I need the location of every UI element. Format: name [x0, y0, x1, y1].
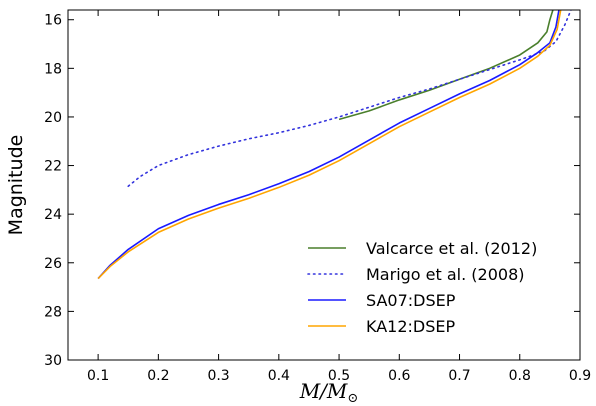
legend: Valcarce et al. (2012) Marigo et al. (200… [307, 239, 537, 336]
y-tick-label-7: 30 [44, 353, 62, 369]
y-tick-label-2: 20 [44, 110, 62, 126]
series-line-2 [97, 10, 560, 280]
legend-label-0: Valcarce et al. (2012) [366, 239, 537, 258]
x-tick-label-1: 0.2 [147, 368, 169, 384]
x-axis-label-subscript: ⊙ [347, 391, 358, 406]
series-layer [97, 10, 572, 280]
legend-label-3: KA12:DSEP [366, 317, 455, 336]
x-tick-label-5: 0.6 [388, 368, 410, 384]
x-tick-label-4: 0.5 [328, 368, 350, 384]
y-tick-label-1: 18 [44, 61, 62, 77]
x-axis-label-main: M/M [299, 379, 348, 403]
y-tick-label-5: 26 [44, 256, 62, 272]
ticks-layer: 0.1 0.2 0.3 0.4 0.5 0.6 0.7 0.8 0.9 16 18 20 22 24 26 2… [44, 10, 591, 384]
x-tick-label-8: 0.9 [569, 368, 591, 384]
legend-label-1: Marigo et al. (2008) [366, 265, 525, 284]
y-tick-label-6: 28 [44, 304, 62, 320]
x-tick-label-6: 0.7 [448, 368, 470, 384]
legend-label-2: SA07:DSEP [366, 291, 456, 310]
x-axis-label: M/M⊙ [299, 379, 359, 406]
y-axis-label: Magnitude [5, 135, 27, 236]
plot-area-frame [67, 9, 581, 361]
series-line-3 [97, 10, 562, 280]
y-tick-label-4: 24 [44, 207, 62, 223]
series-line-0 [338, 10, 554, 121]
x-tick-label-7: 0.8 [509, 368, 531, 384]
x-tick-label-2: 0.3 [207, 368, 229, 384]
x-tick-label-3: 0.4 [268, 368, 290, 384]
y-tick-label-3: 22 [44, 159, 62, 175]
y-tick-label-0: 16 [44, 13, 62, 29]
x-tick-label-0: 0.1 [87, 368, 109, 384]
